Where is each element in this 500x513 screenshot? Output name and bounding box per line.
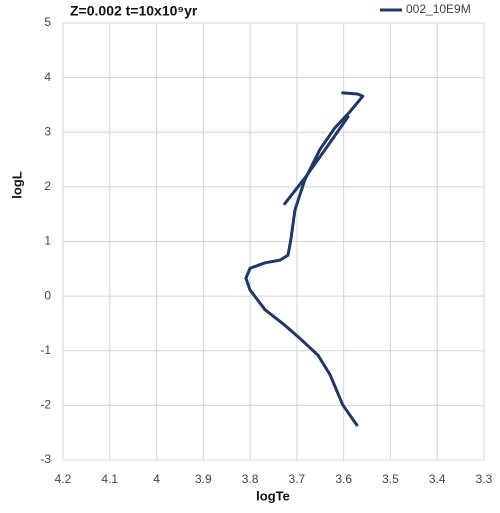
x-tick-label: 3.9 (195, 472, 212, 486)
legend-label: 002_10E9M (406, 2, 471, 16)
chart-title: Z=0.002 t=10x10⁹yr (70, 3, 198, 19)
y-tick-label: -2 (40, 398, 51, 412)
y-tick-label: 4 (44, 70, 51, 84)
x-tick-label: 3.5 (382, 472, 399, 486)
y-tick-label: 0 (44, 288, 51, 302)
x-tick-label: 3.3 (476, 472, 493, 486)
y-tick-label: -3 (40, 452, 51, 466)
x-tick-label: 3.7 (289, 472, 306, 486)
y-tick-label: 5 (44, 15, 51, 29)
x-tick-label: 3.6 (335, 472, 352, 486)
x-tick-label: 4.1 (101, 472, 118, 486)
x-axis-title: logTe (256, 488, 290, 503)
data-line (244, 91, 365, 427)
y-tick-label: 2 (44, 179, 51, 193)
x-tick-label: 4.2 (55, 472, 72, 486)
y-tick-label: 1 (44, 234, 51, 248)
y-tick-label: 3 (44, 124, 51, 138)
x-tick-label: 4 (153, 472, 160, 486)
x-tick-label: 3.4 (429, 472, 446, 486)
y-axis-title: logL (9, 171, 24, 198)
y-tick-label: -1 (40, 343, 51, 357)
x-tick-label: 3.8 (242, 472, 259, 486)
